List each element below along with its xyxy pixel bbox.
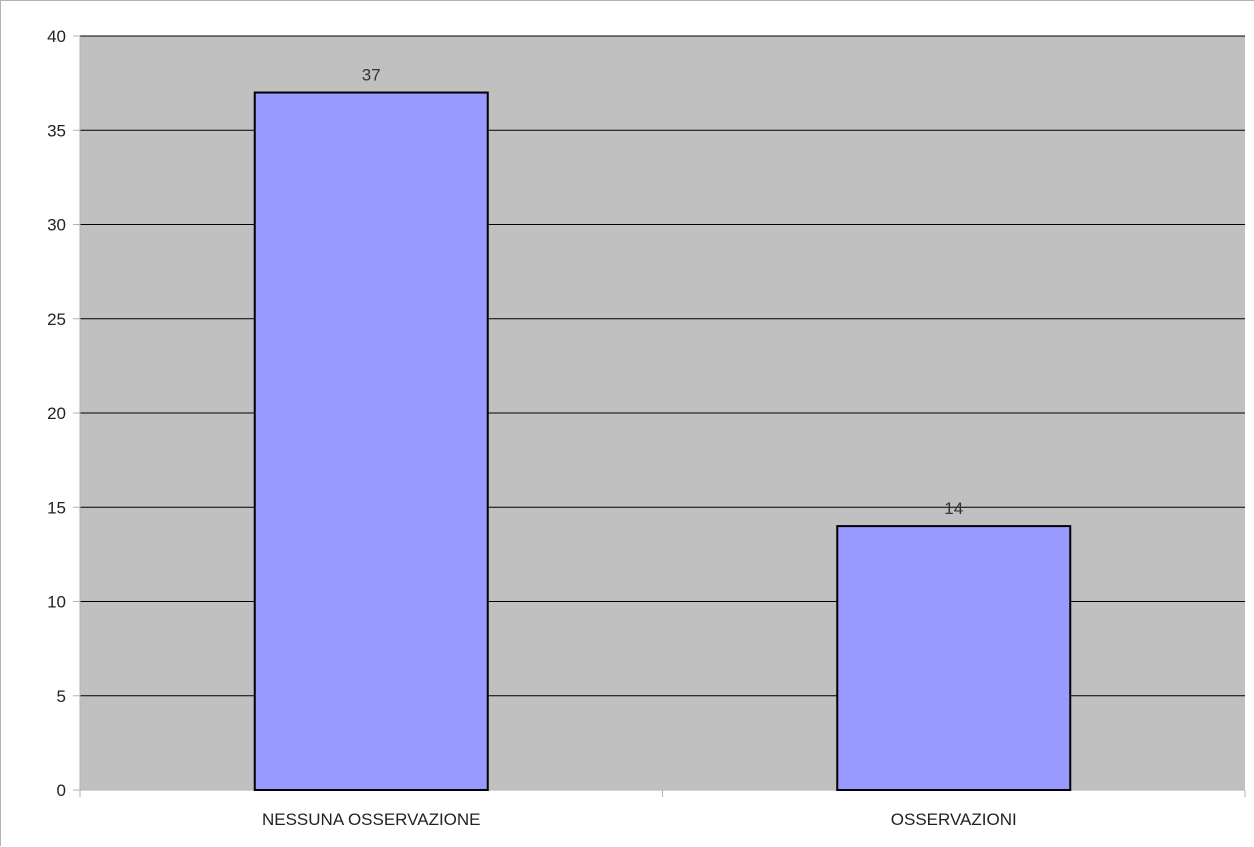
bars [253,91,1072,792]
data-label: 14 [944,499,963,518]
labels: 0 5 10 15 20 25 30 35 40 37 NESSUNA OSSERVAZIONE 14… [47,27,1017,829]
y-tick-label: 25 [47,310,66,329]
y-tick-label: 15 [47,498,66,517]
y-tick-label: 40 [47,27,66,46]
y-tick-label: 5 [57,687,66,706]
y-tick-label: 35 [47,121,66,140]
y-tick-label: 20 [47,404,66,423]
bar [253,91,489,792]
x-category-label: OSSERVAZIONI [891,810,1017,829]
data-label: 37 [362,66,381,85]
x-category-label: NESSUNA OSSERVAZIONE [262,810,481,829]
bar [836,525,1072,791]
y-tick-label: 30 [47,216,66,235]
y-tick-label: 0 [57,781,66,800]
y-tick-label: 10 [47,593,66,612]
